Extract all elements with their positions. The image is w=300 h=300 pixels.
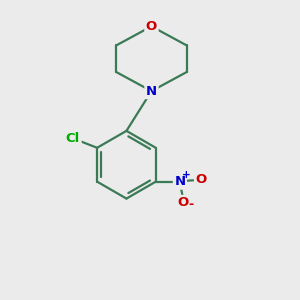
Text: -: - xyxy=(188,198,194,211)
Text: +: + xyxy=(182,170,191,180)
Text: O: O xyxy=(196,173,207,186)
Text: N: N xyxy=(146,85,157,98)
Text: Cl: Cl xyxy=(66,132,80,145)
Text: N: N xyxy=(174,175,185,188)
Text: O: O xyxy=(177,196,188,209)
Text: O: O xyxy=(146,20,157,33)
